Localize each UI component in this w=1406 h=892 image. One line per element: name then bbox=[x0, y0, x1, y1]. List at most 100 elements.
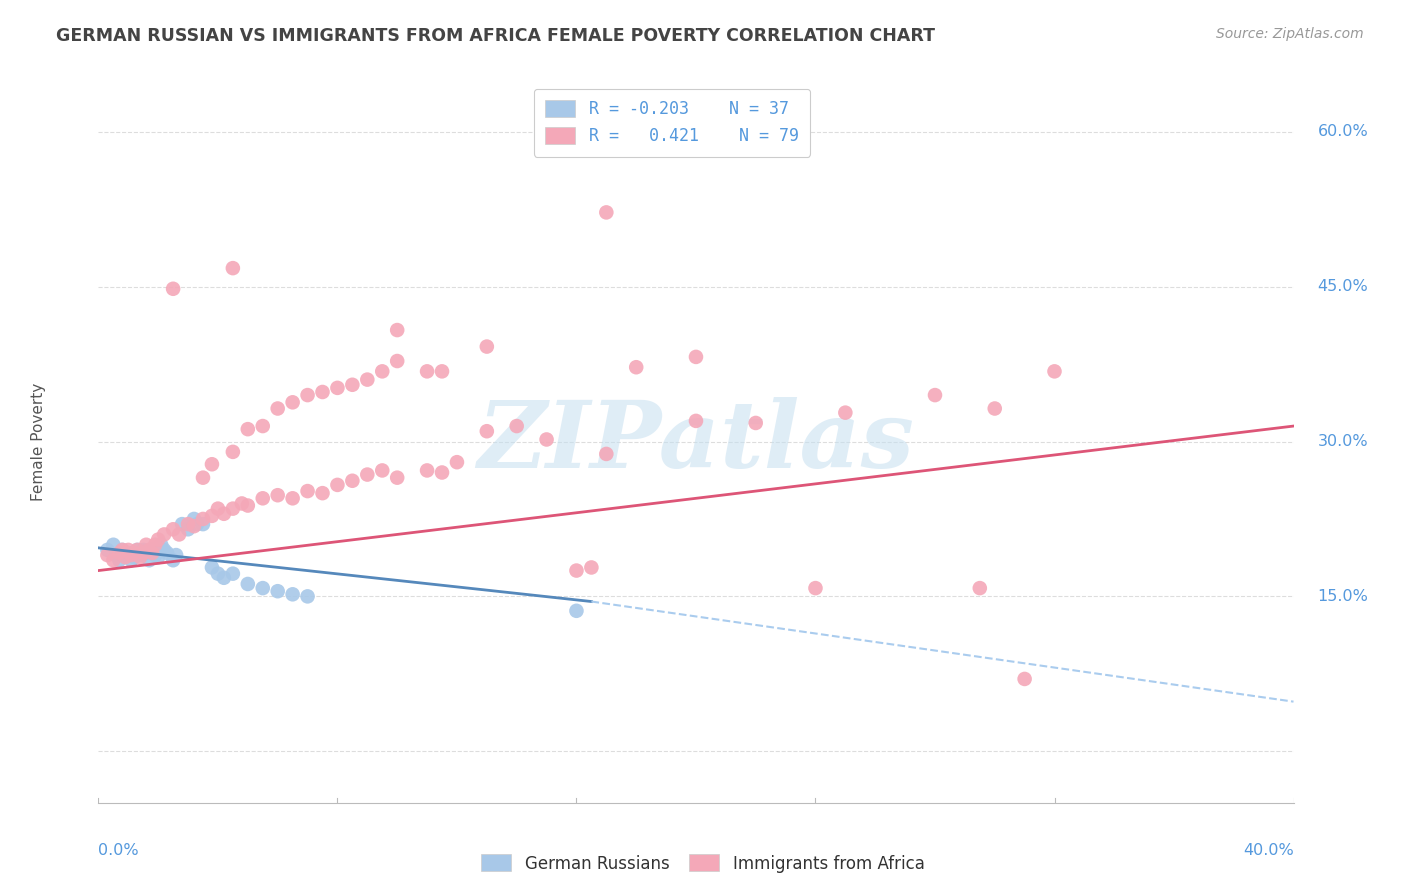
Point bbox=[311, 486, 333, 500]
Point bbox=[297, 388, 319, 402]
Text: 45.0%: 45.0% bbox=[1317, 279, 1368, 294]
Point bbox=[804, 581, 827, 595]
Text: 40.0%: 40.0% bbox=[1243, 843, 1294, 858]
Point bbox=[745, 416, 768, 430]
Point bbox=[129, 548, 152, 562]
Text: 30.0%: 30.0% bbox=[1317, 434, 1368, 449]
Point bbox=[201, 560, 224, 574]
Point bbox=[297, 590, 319, 604]
Point bbox=[430, 466, 453, 480]
Point bbox=[183, 519, 205, 533]
Point bbox=[138, 553, 160, 567]
Point bbox=[148, 550, 170, 565]
Point bbox=[212, 507, 235, 521]
Point bbox=[924, 388, 946, 402]
Point bbox=[1014, 672, 1036, 686]
Legend: German Russians, Immigrants from Africa: German Russians, Immigrants from Africa bbox=[475, 847, 931, 880]
Point bbox=[127, 542, 149, 557]
Point bbox=[183, 512, 205, 526]
Point bbox=[135, 546, 157, 560]
Text: 0.0%: 0.0% bbox=[98, 843, 139, 858]
Point bbox=[475, 424, 498, 438]
Point bbox=[326, 381, 349, 395]
Text: ZIPatlas: ZIPatlas bbox=[478, 397, 914, 486]
Point bbox=[416, 463, 439, 477]
Point bbox=[191, 517, 214, 532]
Point bbox=[267, 401, 290, 416]
Point bbox=[834, 406, 856, 420]
Point bbox=[201, 457, 224, 471]
Point bbox=[356, 467, 378, 482]
Point bbox=[1043, 364, 1066, 378]
Text: 60.0%: 60.0% bbox=[1317, 124, 1368, 139]
Point bbox=[117, 546, 139, 560]
Point bbox=[186, 517, 208, 532]
Point bbox=[111, 542, 134, 557]
Point bbox=[141, 546, 163, 560]
Text: GERMAN RUSSIAN VS IMMIGRANTS FROM AFRICA FEMALE POVERTY CORRELATION CHART: GERMAN RUSSIAN VS IMMIGRANTS FROM AFRICA… bbox=[56, 27, 935, 45]
Point bbox=[416, 364, 439, 378]
Point bbox=[108, 546, 131, 560]
Point bbox=[281, 587, 304, 601]
Point bbox=[536, 433, 558, 447]
Text: Female Poverty: Female Poverty bbox=[31, 383, 46, 500]
Point bbox=[371, 364, 394, 378]
Point bbox=[177, 522, 200, 536]
Point bbox=[132, 546, 155, 560]
Point bbox=[120, 548, 142, 562]
Point bbox=[153, 527, 176, 541]
Point bbox=[231, 496, 253, 510]
Point bbox=[103, 553, 125, 567]
Point bbox=[342, 474, 364, 488]
Point bbox=[212, 571, 235, 585]
Point bbox=[565, 604, 588, 618]
Point bbox=[162, 282, 184, 296]
Point bbox=[267, 584, 290, 599]
Point bbox=[581, 560, 603, 574]
Point bbox=[207, 566, 229, 581]
Point bbox=[105, 548, 128, 562]
Point bbox=[150, 538, 173, 552]
Point bbox=[124, 546, 146, 560]
Point bbox=[595, 205, 617, 219]
Point bbox=[148, 533, 170, 547]
Point bbox=[141, 542, 163, 557]
Point bbox=[162, 522, 184, 536]
Point bbox=[135, 538, 157, 552]
Text: 15.0%: 15.0% bbox=[1317, 589, 1368, 604]
Point bbox=[252, 581, 274, 595]
Point bbox=[103, 538, 125, 552]
Point bbox=[385, 471, 409, 485]
Legend: R = -0.203    N = 37, R =   0.421    N = 79: R = -0.203 N = 37, R = 0.421 N = 79 bbox=[534, 88, 810, 157]
Point bbox=[236, 499, 259, 513]
Point bbox=[191, 471, 214, 485]
Point bbox=[626, 360, 648, 375]
Point bbox=[120, 553, 142, 567]
Point bbox=[506, 419, 529, 434]
Point bbox=[132, 542, 155, 557]
Point bbox=[172, 517, 194, 532]
Point bbox=[236, 577, 259, 591]
Point bbox=[96, 548, 118, 562]
Point bbox=[326, 478, 349, 492]
Point bbox=[222, 261, 245, 276]
Point bbox=[156, 546, 179, 560]
Point bbox=[969, 581, 991, 595]
Point bbox=[385, 354, 409, 368]
Point bbox=[165, 548, 187, 562]
Point bbox=[114, 548, 136, 562]
Point bbox=[446, 455, 468, 469]
Point bbox=[124, 550, 146, 565]
Point bbox=[222, 445, 245, 459]
Point bbox=[685, 350, 707, 364]
Text: Source: ZipAtlas.com: Source: ZipAtlas.com bbox=[1216, 27, 1364, 41]
Point bbox=[371, 463, 394, 477]
Point bbox=[685, 414, 707, 428]
Point bbox=[108, 553, 131, 567]
Point bbox=[111, 542, 134, 557]
Point bbox=[356, 373, 378, 387]
Point bbox=[297, 484, 319, 499]
Point bbox=[595, 447, 617, 461]
Point bbox=[281, 491, 304, 506]
Point bbox=[222, 566, 245, 581]
